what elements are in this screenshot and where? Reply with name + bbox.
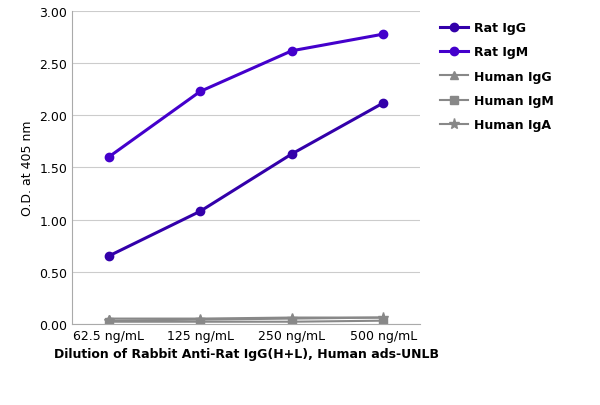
Human IgM	[380, 318, 387, 323]
Rat IgM	[380, 32, 387, 37]
Line: Rat IgG: Rat IgG	[104, 100, 388, 260]
Y-axis label: O.D. at 405 nm: O.D. at 405 nm	[20, 120, 34, 216]
Human IgA	[197, 318, 204, 322]
Human IgG	[288, 315, 295, 320]
Human IgG	[105, 316, 112, 321]
Human IgM	[288, 320, 295, 324]
Rat IgM	[105, 155, 112, 160]
Line: Human IgG: Human IgG	[104, 313, 388, 323]
X-axis label: Dilution of Rabbit Anti-Rat IgG(H+L), Human ads-UNLB: Dilution of Rabbit Anti-Rat IgG(H+L), Hu…	[53, 347, 439, 360]
Line: Human IgA: Human IgA	[103, 312, 389, 326]
Rat IgG	[380, 101, 387, 106]
Rat IgG	[105, 254, 112, 259]
Legend: Rat IgG, Rat IgM, Human IgG, Human IgM, Human IgA: Rat IgG, Rat IgM, Human IgG, Human IgM, …	[437, 18, 557, 136]
Line: Human IgM: Human IgM	[104, 317, 388, 326]
Human IgA	[380, 315, 387, 320]
Human IgA	[105, 318, 112, 323]
Human IgM	[197, 320, 204, 324]
Human IgA	[288, 316, 295, 321]
Rat IgM	[197, 90, 204, 95]
Line: Rat IgM: Rat IgM	[104, 31, 388, 162]
Human IgM	[105, 320, 112, 324]
Rat IgG	[288, 152, 295, 157]
Rat IgG	[197, 209, 204, 214]
Human IgG	[380, 315, 387, 320]
Rat IgM	[288, 49, 295, 54]
Human IgG	[197, 316, 204, 321]
